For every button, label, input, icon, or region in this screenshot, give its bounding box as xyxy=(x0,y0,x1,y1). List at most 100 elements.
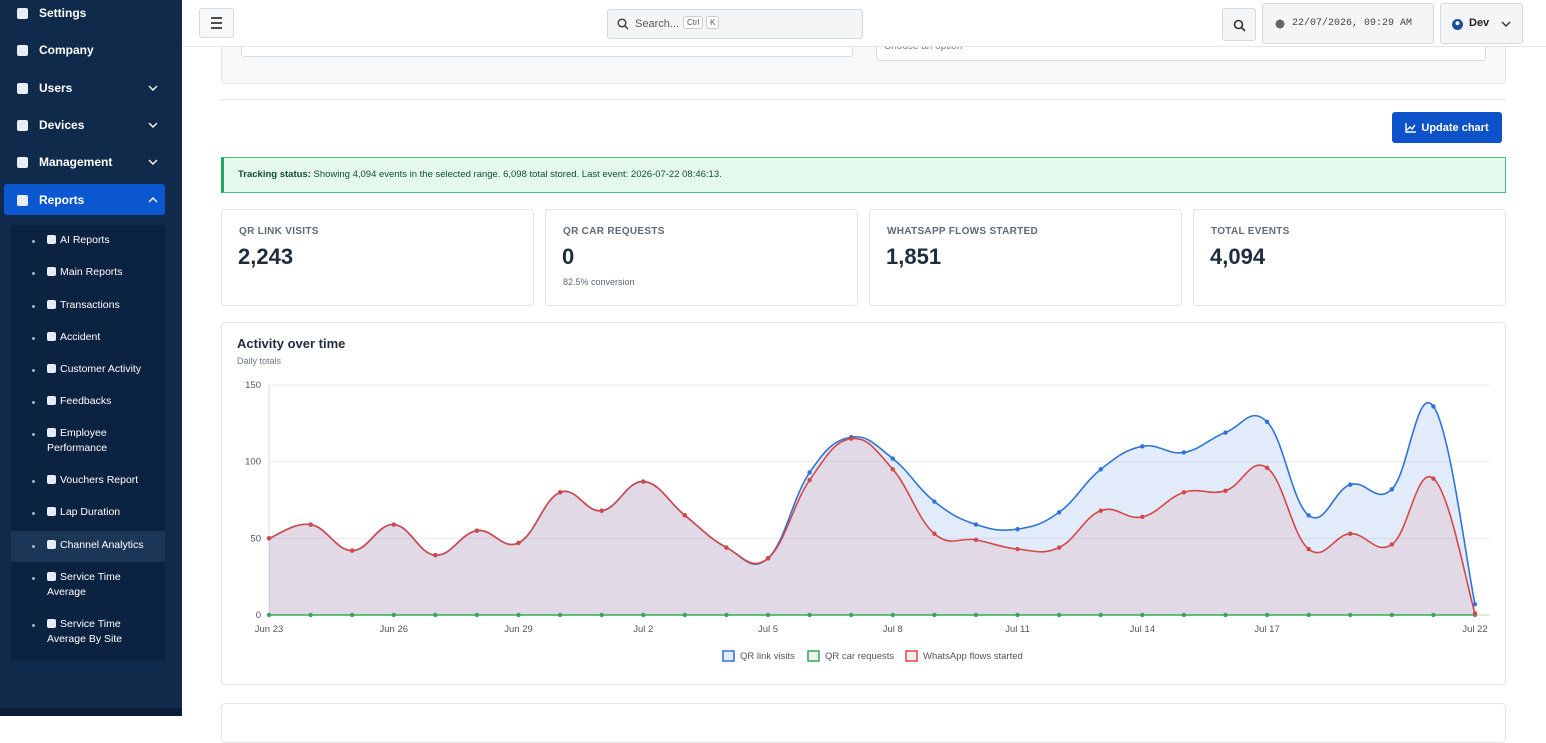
stat-value: 4,094 xyxy=(1210,244,1266,269)
divider xyxy=(221,99,1506,100)
nav-icon xyxy=(17,44,28,56)
chevron xyxy=(148,159,158,165)
subnav-item[interactable]: Accident xyxy=(47,330,159,345)
menu-toggle[interactable] xyxy=(199,8,234,38)
nav-label: Management xyxy=(39,155,113,169)
sidebar: Settings Company Users Devices Management Rep… xyxy=(0,0,182,716)
subnav-item[interactable]: Feedbacks xyxy=(47,394,159,409)
bullet xyxy=(32,272,35,275)
user-name: Dev xyxy=(1469,17,1490,29)
chevron xyxy=(148,197,158,203)
nav-icon xyxy=(17,156,28,168)
bullet xyxy=(32,337,35,340)
subnav-icon xyxy=(47,475,56,484)
bullet xyxy=(32,512,35,515)
subnav-item[interactable]: Lap Duration xyxy=(47,505,159,520)
shortcut-key: K xyxy=(706,16,720,29)
subnav-icon xyxy=(47,267,56,276)
stat-card: WHATSAPP FLOWS STARTED 1,851 xyxy=(869,209,1182,306)
subnav-item[interactable]: Channel Analytics xyxy=(47,538,159,553)
sidebar-footer xyxy=(0,708,182,716)
topbar: Search... Ctrl K 22/07/2026, 09:29 AM De… xyxy=(182,0,1546,47)
next-card xyxy=(221,703,1506,743)
nav-icon xyxy=(17,7,28,19)
subnav-item[interactable]: Service Time Average By Site xyxy=(47,617,159,647)
nav-item[interactable]: Settings xyxy=(16,4,166,22)
subnav-label: Feedbacks xyxy=(60,395,112,407)
nav-label: Reports xyxy=(39,193,85,207)
subnav-label: Transactions xyxy=(60,299,120,311)
button-label: Update chart xyxy=(1421,121,1489,134)
bullet xyxy=(32,240,35,243)
subnav-label: Service Time Average By Site xyxy=(47,618,123,645)
search-icon xyxy=(617,18,629,30)
chart-subtitle: Daily totals xyxy=(237,356,282,366)
subnav-label: Employee Performance xyxy=(47,427,108,454)
submenu-panel xyxy=(11,225,165,661)
nav-icon xyxy=(17,119,28,131)
nav-item[interactable]: Devices xyxy=(16,116,166,134)
stat-card: QR LINK VISITS 2,243 xyxy=(221,209,534,306)
bullet xyxy=(32,401,35,404)
subnav-label: Lap Duration xyxy=(60,506,121,518)
subnav-icon xyxy=(47,300,56,309)
bullet xyxy=(32,480,35,483)
subnav-icon xyxy=(47,540,56,549)
subnav-label: Channel Analytics xyxy=(60,539,144,551)
bullet xyxy=(32,305,35,308)
subnav-icon xyxy=(47,619,56,628)
subnav-label: Vouchers Report xyxy=(60,474,139,486)
search-icon xyxy=(1233,19,1246,32)
subnav-item[interactable]: Service Time Average xyxy=(47,570,159,600)
chart-icon xyxy=(1405,122,1417,133)
stat-value: 2,243 xyxy=(238,244,294,269)
subnav-item[interactable]: Transactions xyxy=(47,298,159,313)
active-subitem-bg xyxy=(11,531,165,562)
nav-item[interactable]: Management xyxy=(16,153,166,171)
subnav-label: AI Reports xyxy=(60,234,110,246)
user-icon xyxy=(1452,19,1463,30)
menu-icon xyxy=(211,17,222,29)
update-chart-button[interactable]: Update chart xyxy=(1392,112,1502,143)
active-nav-bg xyxy=(4,184,165,215)
subnav-item[interactable]: Vouchers Report xyxy=(47,473,159,488)
subnav-icon xyxy=(47,364,56,373)
subnav-icon xyxy=(47,332,56,341)
nav-item[interactable]: Reports xyxy=(16,191,166,209)
stat-note: 82.5% conversion xyxy=(563,277,635,287)
subnav-item[interactable]: Customer Activity xyxy=(47,362,159,377)
bullet xyxy=(32,577,35,580)
stat-label: QR LINK VISITS xyxy=(239,226,319,237)
subnav-label: Accident xyxy=(60,331,101,343)
subnav-item[interactable]: Employee Performance xyxy=(47,426,159,456)
subnav-icon xyxy=(47,507,56,516)
subnav-item[interactable]: AI Reports xyxy=(47,233,159,248)
nav-icon xyxy=(17,82,28,94)
bullet xyxy=(32,545,35,548)
subnav-label: Service Time Average xyxy=(47,571,121,598)
search-button[interactable] xyxy=(1222,8,1256,41)
status-label: Tracking status: xyxy=(238,169,311,180)
datetime-box: 22/07/2026, 09:29 AM xyxy=(1262,3,1434,44)
nav-item[interactable]: Company xyxy=(16,41,166,59)
subnav-label: Customer Activity xyxy=(60,363,142,375)
stat-card: QR CAR REQUESTS 0 82.5% conversion xyxy=(545,209,858,306)
stat-label: TOTAL EVENTS xyxy=(1211,226,1290,237)
search-box[interactable]: Search... Ctrl K xyxy=(607,9,863,39)
stat-value: 1,851 xyxy=(886,244,942,269)
bullet xyxy=(32,369,35,372)
chevron xyxy=(148,122,158,128)
stat-label: QR CAR REQUESTS xyxy=(563,226,665,237)
datetime: 22/07/2026, 09:29 AM xyxy=(1292,18,1413,29)
bullet xyxy=(32,624,35,627)
nav-icon xyxy=(17,194,28,206)
chevron xyxy=(148,85,158,91)
user-menu[interactable]: Dev xyxy=(1440,3,1523,44)
nav-item[interactable]: Users xyxy=(16,79,166,97)
nav-label: Devices xyxy=(39,118,85,132)
search-placeholder: Search... xyxy=(635,18,680,30)
subnav-icon xyxy=(47,396,56,405)
clock-icon xyxy=(1275,19,1285,29)
subnav-item[interactable]: Main Reports xyxy=(47,265,159,280)
